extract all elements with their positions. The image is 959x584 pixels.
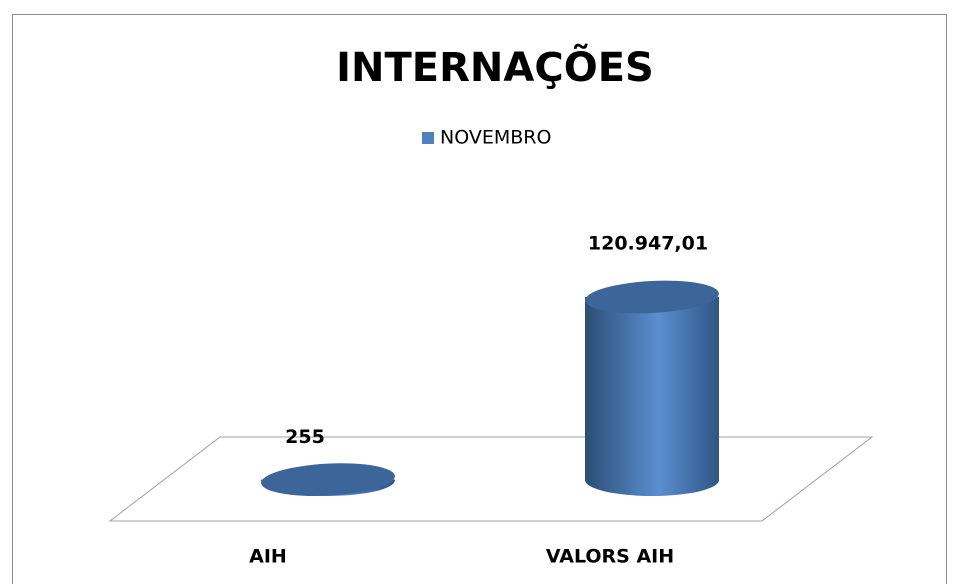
x-tick-label: VALORS AIH [546,546,674,568]
data-label: 255 [285,426,325,448]
x-tick-label: AIH [249,546,287,568]
cylinder-body [585,297,719,496]
legend-label: NOVEMBRO [440,127,551,149]
floor [108,436,874,522]
cylinder-top [261,463,395,496]
chart-border [12,14,947,584]
cylinder-top [585,280,719,314]
chart-title: INTERNAÇÕES [336,43,654,91]
legend-swatch [422,132,434,144]
data-label: 120.947,01 [588,233,708,255]
